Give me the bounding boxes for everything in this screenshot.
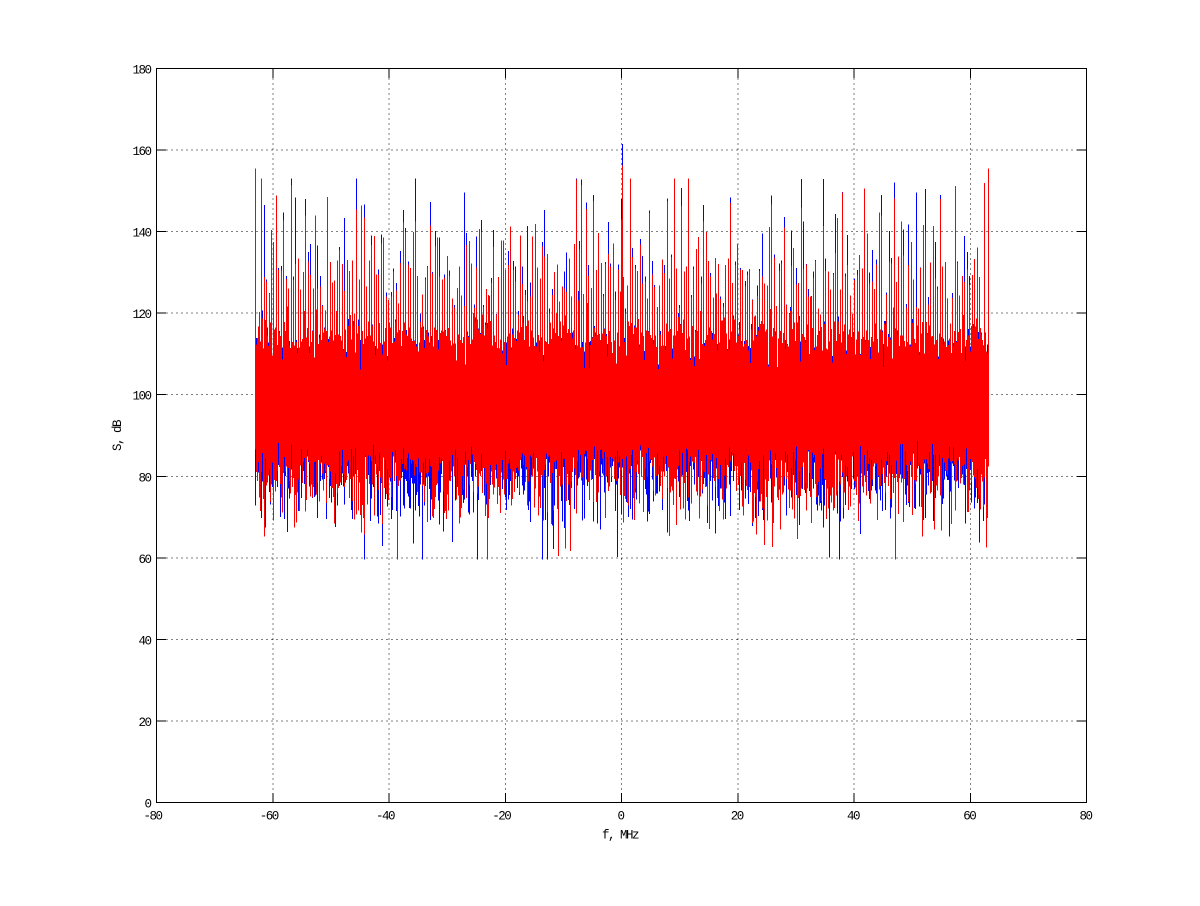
svg-text:80: 80 xyxy=(1079,810,1092,824)
svg-text:S, dB: S, dB xyxy=(111,419,125,451)
svg-text:-40: -40 xyxy=(376,810,395,824)
svg-text:0: 0 xyxy=(144,798,151,812)
svg-text:-80: -80 xyxy=(143,810,162,824)
svg-text:-60: -60 xyxy=(260,810,279,824)
svg-text:180: 180 xyxy=(132,64,151,78)
svg-text:40: 40 xyxy=(847,810,860,824)
svg-text:100: 100 xyxy=(132,390,151,404)
svg-text:60: 60 xyxy=(963,810,976,824)
svg-text:140: 140 xyxy=(132,227,151,241)
svg-text:-20: -20 xyxy=(492,810,511,824)
svg-text:80: 80 xyxy=(138,471,151,485)
svg-text:60: 60 xyxy=(138,553,151,567)
svg-text:40: 40 xyxy=(138,634,151,648)
svg-text:0: 0 xyxy=(617,810,624,824)
svg-text:20: 20 xyxy=(138,716,151,730)
svg-text:20: 20 xyxy=(731,810,744,824)
svg-text:f, MHz: f, MHz xyxy=(602,829,639,843)
svg-text:160: 160 xyxy=(132,145,151,159)
svg-text:120: 120 xyxy=(132,308,151,322)
